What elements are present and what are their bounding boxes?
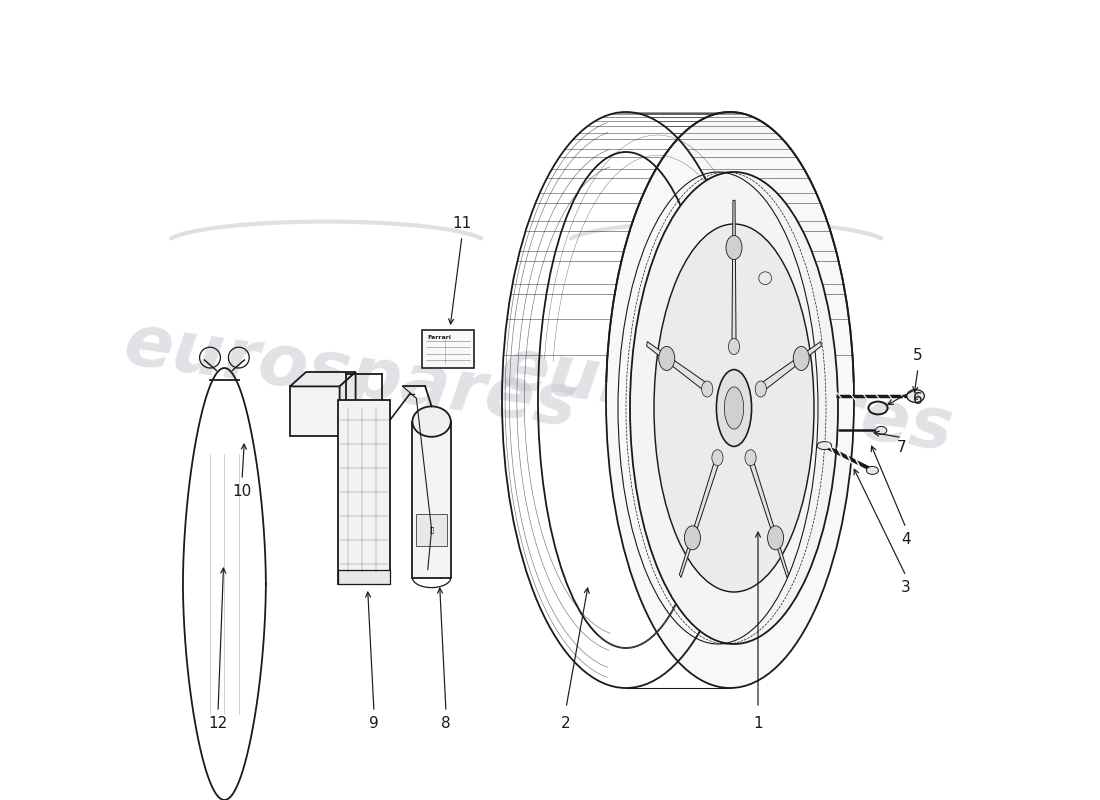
Ellipse shape [876,426,887,434]
Text: eurospares: eurospares [495,334,957,466]
Text: 🐎: 🐎 [913,391,917,401]
Ellipse shape [630,172,838,644]
Text: eurospares: eurospares [119,310,581,442]
Ellipse shape [716,370,751,446]
Bar [338,570,390,584]
Text: 3: 3 [901,581,911,595]
Text: 5: 5 [913,349,923,363]
Polygon shape [340,372,355,436]
Ellipse shape [768,526,783,550]
Ellipse shape [702,381,713,397]
Bar [422,330,474,368]
Ellipse shape [793,346,810,370]
Ellipse shape [724,387,744,429]
Bar [338,400,390,584]
Ellipse shape [726,235,742,259]
Bar [417,514,447,546]
Text: 9: 9 [370,717,378,731]
Text: 🐦: 🐦 [429,526,433,533]
Ellipse shape [684,526,701,550]
Ellipse shape [654,224,814,592]
Ellipse shape [867,466,879,474]
Ellipse shape [906,390,924,402]
Polygon shape [748,453,789,578]
Bar [412,422,451,578]
Ellipse shape [728,338,739,354]
Text: 6: 6 [913,393,923,407]
Polygon shape [290,372,355,386]
Ellipse shape [712,450,723,466]
Ellipse shape [606,112,854,688]
Text: 1: 1 [754,717,762,731]
Ellipse shape [659,346,674,370]
Polygon shape [680,453,720,578]
Bar [290,386,340,436]
Ellipse shape [745,450,756,466]
Ellipse shape [817,442,832,450]
Text: 10: 10 [232,485,252,499]
Text: 11: 11 [452,217,472,231]
Text: 8: 8 [441,717,451,731]
Text: 7: 7 [898,441,906,455]
Ellipse shape [756,381,767,397]
Polygon shape [647,342,710,394]
Text: 4: 4 [901,533,911,547]
Text: Ferrari: Ferrari [428,335,451,340]
Text: 12: 12 [208,717,228,731]
Polygon shape [732,200,736,349]
Ellipse shape [412,406,451,437]
Polygon shape [758,342,822,394]
Text: 2: 2 [561,717,571,731]
